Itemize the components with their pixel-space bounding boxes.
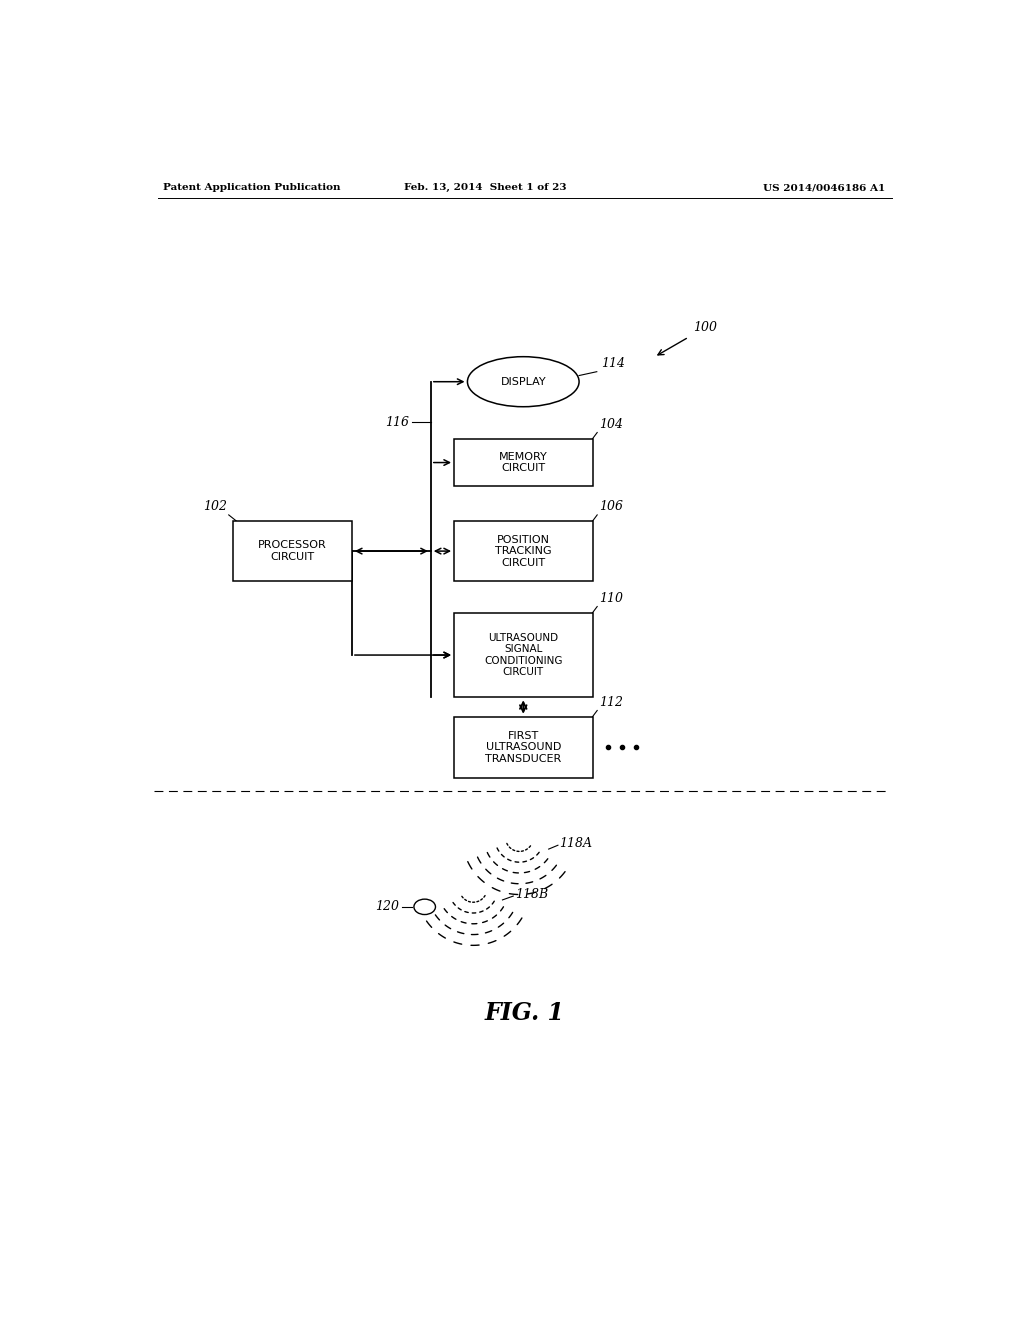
Text: 120: 120: [375, 900, 399, 913]
Text: 118A: 118A: [559, 837, 593, 850]
Ellipse shape: [467, 356, 580, 407]
Text: ULTRASOUND
SIGNAL
CONDITIONING
CIRCUIT: ULTRASOUND SIGNAL CONDITIONING CIRCUIT: [484, 632, 562, 677]
Text: 104: 104: [599, 418, 623, 432]
Text: MEMORY
CIRCUIT: MEMORY CIRCUIT: [499, 451, 548, 474]
FancyBboxPatch shape: [454, 717, 593, 779]
Text: POSITION
TRACKING
CIRCUIT: POSITION TRACKING CIRCUIT: [495, 535, 552, 568]
Text: 102: 102: [203, 500, 227, 513]
Text: 110: 110: [599, 591, 623, 605]
Text: PROCESSOR
CIRCUIT: PROCESSOR CIRCUIT: [258, 540, 327, 562]
Text: 118B: 118B: [515, 888, 548, 902]
FancyBboxPatch shape: [454, 521, 593, 581]
Text: Patent Application Publication: Patent Application Publication: [163, 183, 340, 191]
Text: 100: 100: [692, 321, 717, 334]
FancyBboxPatch shape: [232, 521, 352, 581]
Text: FIRST
ULTRASOUND
TRANSDUCER: FIRST ULTRASOUND TRANSDUCER: [485, 731, 561, 764]
Text: 116: 116: [385, 416, 410, 429]
Text: US 2014/0046186 A1: US 2014/0046186 A1: [763, 183, 885, 191]
Text: Feb. 13, 2014  Sheet 1 of 23: Feb. 13, 2014 Sheet 1 of 23: [403, 183, 566, 191]
FancyBboxPatch shape: [454, 438, 593, 487]
Text: DISPLAY: DISPLAY: [501, 376, 546, 387]
Ellipse shape: [414, 899, 435, 915]
FancyBboxPatch shape: [454, 612, 593, 697]
Text: 106: 106: [599, 500, 623, 513]
Text: 114: 114: [601, 358, 625, 370]
Text: 112: 112: [599, 696, 623, 709]
Text: FIG. 1: FIG. 1: [484, 1001, 565, 1026]
